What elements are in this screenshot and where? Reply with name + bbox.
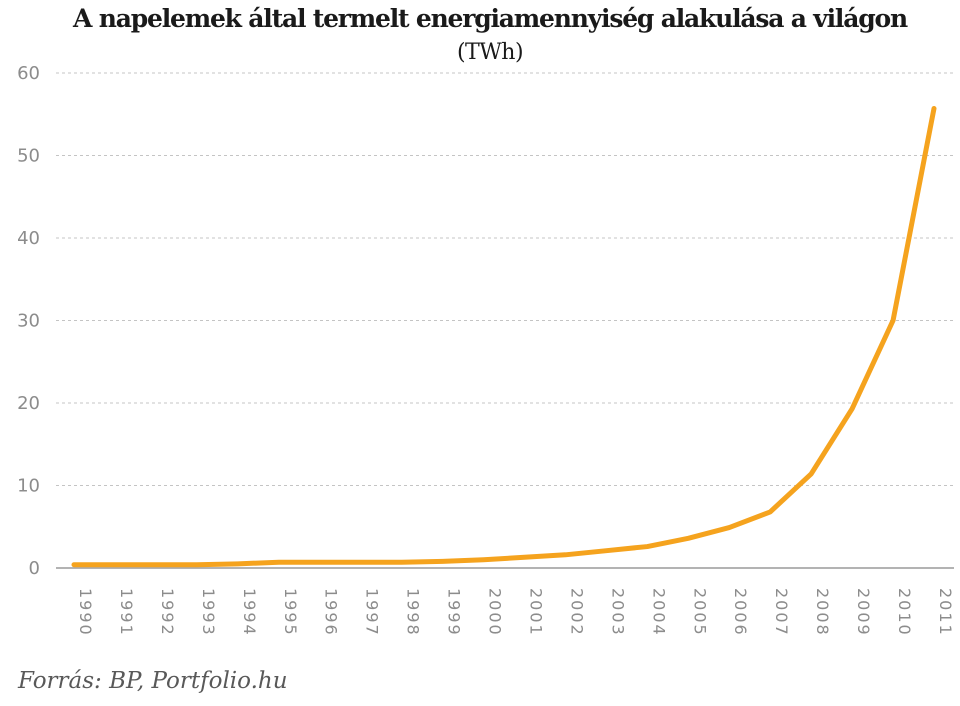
x-tick-label: 2003 — [608, 588, 627, 637]
x-tick-label: 1994 — [240, 588, 259, 637]
y-tick-label: 60 — [17, 63, 40, 84]
data-point — [194, 562, 199, 567]
x-tick-label: 2011 — [936, 588, 955, 637]
source-note: Forrás: BP, Portfolio.hu — [18, 668, 288, 694]
data-point — [317, 560, 322, 565]
x-tick-label: 1990 — [76, 588, 95, 637]
x-tick-label: 1999 — [445, 588, 464, 637]
data-point — [481, 557, 486, 562]
data-point — [399, 560, 404, 565]
data-point — [645, 544, 650, 549]
chart-subtitle: (TWh) — [456, 40, 524, 65]
y-tick-label: 20 — [17, 393, 40, 414]
data-point — [72, 562, 76, 567]
x-tick-label: 2009 — [854, 588, 873, 637]
data-point — [358, 560, 363, 565]
data-point — [604, 548, 609, 553]
y-tick-label: 40 — [17, 228, 40, 249]
data-point — [235, 561, 240, 566]
x-axis-tick-labels: 1990 1991 1992 1993 1994 1995 1996 1997 1998 1999… — [76, 588, 955, 637]
x-tick-label: 2005 — [690, 588, 709, 637]
y-tick-label: 30 — [17, 311, 40, 332]
data-point — [932, 106, 936, 111]
y-tick-label: 10 — [17, 476, 40, 497]
y-tick-label: 0 — [29, 558, 40, 579]
x-tick-label: 2010 — [895, 588, 914, 637]
x-tick-label: 1991 — [117, 588, 136, 637]
x-tick-label: 2008 — [813, 588, 832, 637]
data-point — [686, 536, 691, 541]
x-tick-label: 2001 — [526, 588, 545, 637]
series-line-0 — [71, 105, 937, 568]
data-point — [809, 471, 814, 476]
y-tick-label: 50 — [17, 146, 40, 167]
data-point — [440, 559, 445, 564]
x-tick-label: 2006 — [731, 588, 750, 637]
series-layer — [71, 105, 937, 568]
data-point — [891, 318, 896, 323]
x-tick-label: 1998 — [404, 588, 423, 637]
data-point — [276, 560, 281, 565]
x-tick-label: 1997 — [363, 588, 382, 637]
x-tick-label: 2007 — [772, 588, 791, 637]
chart-title: A napelemek által termelt energiamennyis… — [73, 4, 908, 33]
x-tick-label: 1992 — [158, 588, 177, 637]
x-tick-label: 2002 — [567, 588, 586, 637]
x-tick-label: 1993 — [199, 588, 218, 637]
x-tick-label: 1995 — [281, 588, 300, 637]
data-point — [153, 562, 158, 567]
data-point — [727, 525, 732, 530]
data-point — [768, 509, 773, 514]
gridlines — [56, 72, 954, 569]
x-tick-label: 1996 — [322, 588, 341, 637]
x-tick-label: 2004 — [649, 588, 668, 637]
data-point — [522, 555, 527, 560]
y-axis-tick-labels: 0 10 20 30 40 50 60 — [17, 63, 40, 579]
data-point — [563, 552, 568, 557]
data-point — [112, 562, 117, 567]
x-tick-label: 2000 — [486, 588, 505, 637]
data-point — [850, 406, 855, 411]
